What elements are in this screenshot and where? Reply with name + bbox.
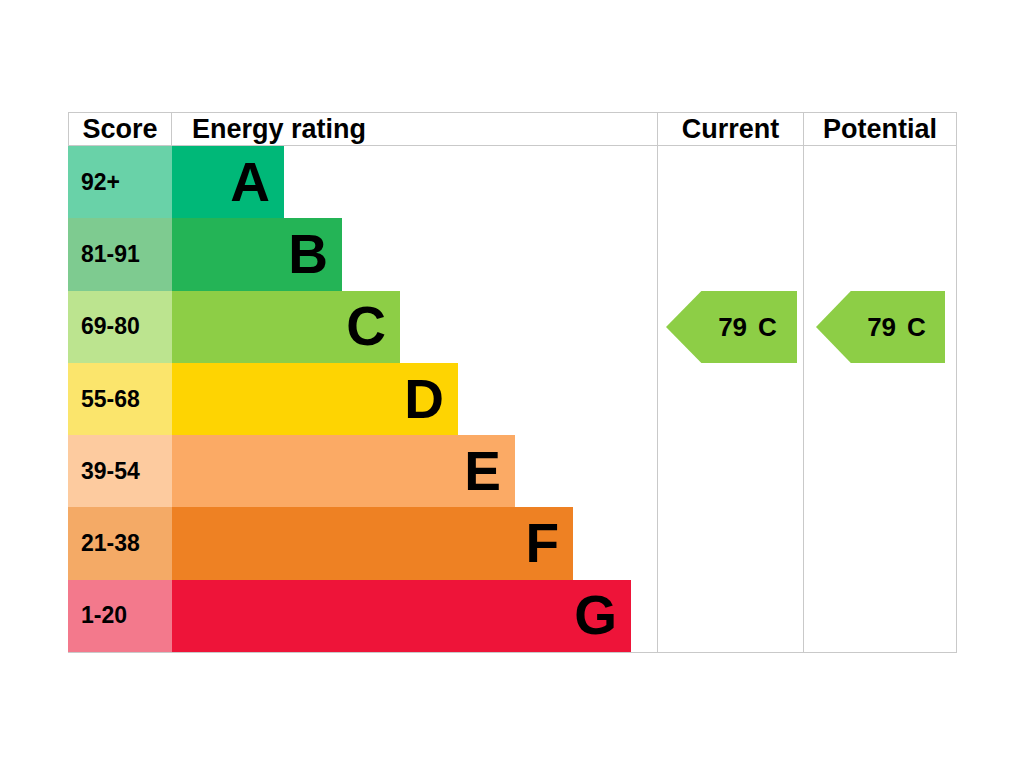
- column-header-score: Score: [68, 113, 172, 145]
- potential-score-value: 79: [867, 312, 896, 343]
- score-range-a: 92+: [68, 146, 172, 218]
- potential-rating-letter: C: [907, 312, 926, 343]
- current-score-value: 79: [718, 312, 747, 343]
- column-header-current: Current: [657, 113, 803, 145]
- score-range-c: 69-80: [68, 291, 172, 363]
- score-range-f: 21-38: [68, 507, 172, 579]
- rating-bar-g: G: [172, 580, 631, 652]
- epc-energy-rating-chart: Score Energy rating Current Potential 92…: [0, 0, 1024, 768]
- potential-column: 79 C: [803, 146, 957, 652]
- rating-bands: 92+A81-91B69-80C55-68D39-54E21-38F1-20G: [68, 146, 657, 652]
- current-column: 79 C: [657, 146, 803, 652]
- column-header-energy-rating: Energy rating: [172, 113, 657, 145]
- rating-row-c: 69-80C: [68, 291, 657, 363]
- potential-rating-arrow: 79 C: [816, 291, 945, 363]
- score-range-e: 39-54: [68, 435, 172, 507]
- rating-row-f: 21-38F: [68, 507, 657, 579]
- rating-row-b: 81-91B: [68, 218, 657, 290]
- rating-bar-a: A: [172, 146, 284, 218]
- score-range-g: 1-20: [68, 580, 172, 652]
- energy-rating-table: Score Energy rating Current Potential 92…: [68, 112, 957, 653]
- score-range-d: 55-68: [68, 363, 172, 435]
- rating-bar-f: F: [172, 507, 573, 579]
- current-rating-letter: C: [758, 312, 777, 343]
- rating-row-g: 1-20G: [68, 580, 657, 652]
- table-body: 92+A81-91B69-80C55-68D39-54E21-38F1-20G …: [68, 146, 957, 653]
- rating-bar-d: D: [172, 363, 458, 435]
- score-range-b: 81-91: [68, 218, 172, 290]
- rating-row-a: 92+A: [68, 146, 657, 218]
- rating-bar-e: E: [172, 435, 515, 507]
- rating-row-d: 55-68D: [68, 363, 657, 435]
- column-header-potential: Potential: [803, 113, 957, 145]
- rating-bar-b: B: [172, 218, 342, 290]
- rating-row-e: 39-54E: [68, 435, 657, 507]
- rating-bar-c: C: [172, 291, 400, 363]
- table-header-row: Score Energy rating Current Potential: [68, 112, 957, 146]
- current-rating-arrow: 79 C: [666, 291, 797, 363]
